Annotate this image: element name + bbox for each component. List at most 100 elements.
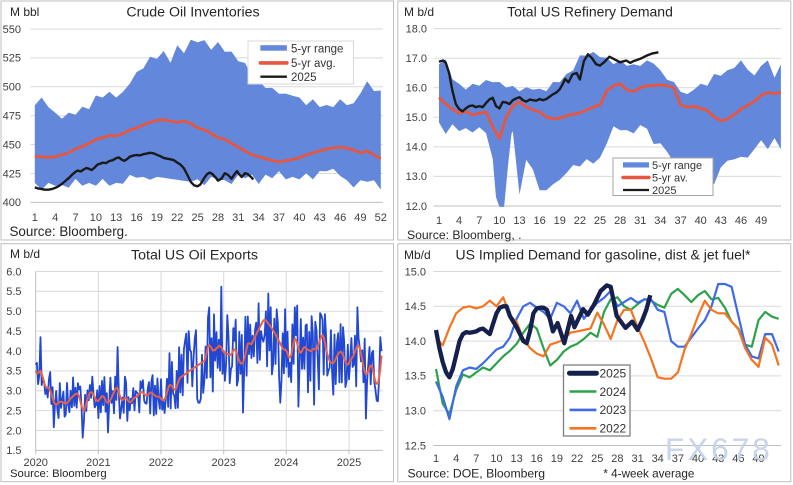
svg-text:4: 4 (456, 215, 462, 227)
svg-text:28: 28 (614, 215, 626, 227)
svg-text:4: 4 (52, 212, 58, 224)
svg-text:16: 16 (533, 215, 545, 227)
svg-text:Source: Bloomberg, .: Source: Bloomberg, . (407, 228, 521, 242)
svg-text:17.0: 17.0 (406, 53, 427, 65)
svg-text:2020: 2020 (23, 457, 47, 469)
svg-text:46: 46 (735, 215, 747, 227)
svg-text:2.0: 2.0 (6, 425, 21, 437)
svg-text:13: 13 (510, 453, 522, 465)
svg-text:37: 37 (273, 212, 285, 224)
svg-text:425: 425 (3, 168, 21, 180)
svg-text:5-yr av.: 5-yr av. (652, 173, 688, 185)
svg-text:12.5: 12.5 (405, 440, 426, 452)
svg-text:525: 525 (3, 53, 21, 65)
svg-text:10: 10 (490, 453, 502, 465)
svg-text:4: 4 (453, 453, 459, 465)
svg-text:10: 10 (493, 215, 505, 227)
svg-text:Crude Oil Inventories: Crude Oil Inventories (126, 5, 259, 21)
svg-text:5-yr range: 5-yr range (652, 160, 702, 172)
svg-text:M bbl: M bbl (10, 5, 39, 19)
svg-text:2023: 2023 (600, 403, 627, 417)
svg-text:25: 25 (591, 453, 603, 465)
svg-text:400: 400 (3, 197, 21, 209)
svg-text:Total US Oil Exports: Total US Oil Exports (131, 248, 258, 264)
svg-text:49: 49 (354, 212, 366, 224)
svg-text:28: 28 (212, 212, 224, 224)
svg-text:49: 49 (755, 215, 767, 227)
svg-text:6.0: 6.0 (6, 266, 21, 278)
svg-text:2023: 2023 (211, 457, 235, 469)
svg-text:19: 19 (551, 453, 563, 465)
svg-text:US Implied Demand for gasoline: US Implied Demand for gasoline, dist & j… (456, 247, 751, 263)
svg-text:3.0: 3.0 (6, 386, 21, 398)
svg-text:22: 22 (571, 453, 583, 465)
svg-text:M b/d: M b/d (404, 5, 434, 19)
svg-text:2025: 2025 (600, 367, 627, 381)
svg-text:25: 25 (191, 212, 203, 224)
svg-text:7: 7 (476, 215, 482, 227)
svg-text:16: 16 (130, 212, 142, 224)
svg-text:13.0: 13.0 (406, 171, 427, 183)
svg-text:43: 43 (715, 215, 727, 227)
svg-text:4.5: 4.5 (6, 326, 21, 338)
svg-text:2022: 2022 (600, 422, 627, 436)
svg-text:13: 13 (513, 215, 525, 227)
svg-text:37: 37 (672, 453, 684, 465)
svg-text:1: 1 (32, 212, 38, 224)
svg-text:1: 1 (436, 215, 442, 227)
svg-text:2025: 2025 (291, 72, 317, 84)
svg-text:16.0: 16.0 (406, 83, 427, 95)
svg-text:7: 7 (473, 453, 479, 465)
svg-text:Source: DOE, Bloomberg: Source: DOE, Bloomberg (408, 467, 546, 481)
svg-text:14.5: 14.5 (405, 301, 426, 313)
svg-text:2025: 2025 (652, 185, 676, 197)
svg-text:19: 19 (554, 215, 566, 227)
svg-text:40: 40 (293, 212, 305, 224)
svg-text:Mb/d: Mb/d (404, 248, 431, 262)
svg-text:1.5: 1.5 (6, 445, 21, 457)
svg-text:2024: 2024 (274, 457, 298, 469)
svg-text:18.0: 18.0 (406, 23, 427, 35)
svg-text:49: 49 (752, 453, 764, 465)
svg-text:4.0: 4.0 (6, 346, 21, 358)
svg-text:Source: Bloomberg.: Source: Bloomberg. (10, 224, 128, 239)
svg-text:M b/d: M b/d (10, 247, 40, 261)
svg-text:31: 31 (631, 453, 643, 465)
svg-text:15.0: 15.0 (405, 266, 426, 278)
svg-text:550: 550 (3, 24, 21, 36)
svg-text:Source: Bloomberg: Source: Bloomberg (10, 468, 107, 480)
svg-text:2025: 2025 (337, 457, 361, 469)
svg-text:500: 500 (3, 82, 21, 94)
svg-text:28: 28 (611, 453, 623, 465)
svg-text:52: 52 (375, 212, 387, 224)
svg-text:31: 31 (634, 215, 646, 227)
svg-text:450: 450 (3, 139, 21, 151)
svg-text:14.0: 14.0 (406, 142, 427, 154)
svg-text:14.0: 14.0 (405, 336, 426, 348)
svg-text:1: 1 (433, 453, 439, 465)
svg-text:5.0: 5.0 (6, 306, 21, 318)
svg-text:5.5: 5.5 (6, 286, 21, 298)
svg-text:40: 40 (692, 453, 704, 465)
svg-text:43: 43 (712, 453, 724, 465)
svg-text:475: 475 (3, 111, 21, 123)
svg-text:37: 37 (674, 215, 686, 227)
svg-text:* 4-week average: * 4-week average (603, 468, 694, 481)
svg-text:40: 40 (695, 215, 707, 227)
svg-text:2022: 2022 (149, 457, 173, 469)
svg-text:12.0: 12.0 (406, 201, 427, 213)
svg-text:22: 22 (574, 215, 586, 227)
svg-text:25: 25 (594, 215, 606, 227)
svg-text:FX678: FX678 (665, 431, 773, 467)
svg-text:34: 34 (654, 215, 666, 227)
svg-text:31: 31 (232, 212, 244, 224)
svg-text:13: 13 (110, 212, 122, 224)
svg-text:Total US Refinery Demand: Total US Refinery Demand (507, 4, 673, 20)
svg-text:46: 46 (334, 212, 346, 224)
svg-text:43: 43 (314, 212, 326, 224)
svg-text:5-yr range: 5-yr range (291, 44, 343, 56)
svg-text:46: 46 (732, 453, 744, 465)
svg-text:19: 19 (151, 212, 163, 224)
svg-text:10: 10 (90, 212, 102, 224)
svg-text:3.5: 3.5 (6, 366, 21, 378)
